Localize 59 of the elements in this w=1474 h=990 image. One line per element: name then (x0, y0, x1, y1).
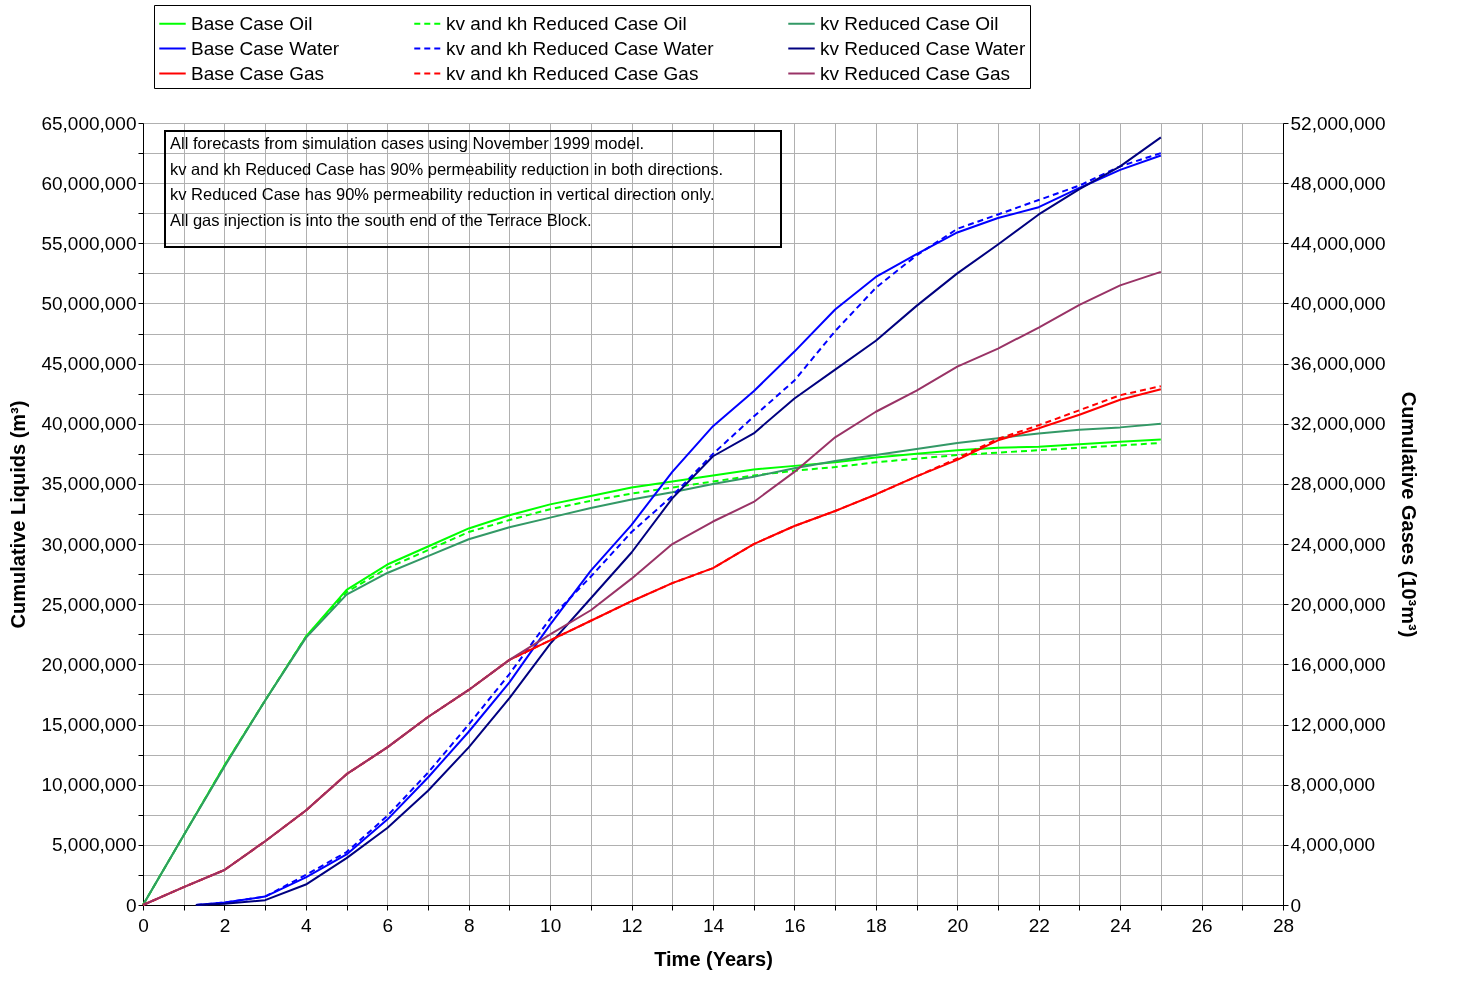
legend-label: kv and kh Reduced Case Gas (446, 62, 699, 84)
y-tick-label: 0 (125, 894, 137, 916)
y-tick-label: 35,000,000 (41, 473, 137, 495)
y-axis-title: Cumulative Liquids (m³) (7, 400, 30, 629)
x-tick-label: 24 (1110, 914, 1132, 936)
y-tick-label: 5,000,000 (51, 834, 137, 856)
y2-axis-title: Cumulative Gases (10³m³) (1397, 391, 1420, 638)
y2-tick-label: 16,000,000 (1290, 653, 1386, 675)
y-tick-label: 15,000,000 (41, 714, 137, 736)
y-tick-label: 55,000,000 (41, 232, 137, 254)
legend-label: kv Reduced Case Gas (820, 62, 1011, 84)
x-tick-label: 2 (219, 914, 231, 936)
x-axis-title: Time (Years) (654, 947, 773, 970)
line-series (142, 270, 1162, 906)
annotation: kv Reduced Case has 90% permeability reduction in vertical direction only. (170, 185, 715, 203)
y-tick-label: 20,000,000 (41, 653, 137, 675)
y2-tick-label: 0 (1290, 894, 1302, 916)
y2-tick-label: 48,000,000 (1290, 172, 1386, 194)
annotation: All gas injection is into the south end of the Terrace Block. (170, 210, 592, 229)
y2-tick-label: 32,000,000 (1290, 413, 1386, 435)
y-tick-label: 10,000,000 (41, 774, 137, 796)
x-tick-label: 6 (382, 914, 394, 936)
legend-label: kv Reduced Case Water (820, 37, 1026, 59)
y2-tick-label: 36,000,000 (1290, 353, 1386, 375)
x-tick-label: 20 (947, 914, 969, 936)
x-tick-label: 28 (1272, 914, 1295, 936)
legend-label: kv Reduced Case Oil (820, 12, 999, 34)
x-tick-label: 26 (1191, 914, 1213, 936)
x-tick-label: 10 (540, 914, 562, 936)
x-tick-label: 8 (463, 914, 475, 936)
y-tick-label: 60,000,000 (41, 172, 137, 194)
x-tick-label: 12 (621, 914, 643, 936)
legend-label: kv and kh Reduced Case Water (446, 37, 715, 59)
x-tick-label: 4 (301, 914, 313, 936)
y2-tick-label: 8,000,000 (1290, 774, 1376, 796)
y2-tick-label: 44,000,000 (1290, 232, 1386, 254)
x-tick-label: 16 (784, 914, 806, 936)
annotation: kv and kh Reduced Case has 90% permeability reduction in both directions. (170, 159, 724, 178)
annotation: All forecasts from simulation cases using November 1999 model. (170, 134, 645, 152)
legend-label: kv and kh Reduced Case Oil (446, 12, 687, 34)
y-tick-label: 40,000,000 (41, 413, 137, 435)
legend-label: Base Case Oil (191, 12, 313, 34)
y-tick-label: 30,000,000 (41, 533, 137, 555)
y2-tick-label: 28,000,000 (1290, 473, 1386, 495)
y2-tick-label: 24,000,000 (1290, 533, 1386, 555)
x-tick-label: 18 (865, 914, 887, 936)
y2-tick-label: 40,000,000 (1290, 292, 1386, 314)
y-tick-label: 25,000,000 (41, 593, 137, 615)
y2-tick-label: 20,000,000 (1290, 593, 1386, 615)
y-tick-label: 50,000,000 (41, 292, 137, 314)
x-tick-label: 22 (1028, 914, 1050, 936)
x-tick-label: 14 (702, 914, 725, 936)
legend-label: Base Case Gas (191, 62, 325, 84)
y-tick-label: 45,000,000 (41, 353, 137, 375)
y2-tick-label: 12,000,000 (1290, 714, 1386, 736)
y2-tick-label: 4,000,000 (1290, 834, 1376, 856)
y-tick-label: 65,000,000 (41, 112, 137, 134)
y2-tick-label: 52,000,000 (1290, 112, 1386, 134)
legend-label: Base Case Water (191, 37, 340, 59)
